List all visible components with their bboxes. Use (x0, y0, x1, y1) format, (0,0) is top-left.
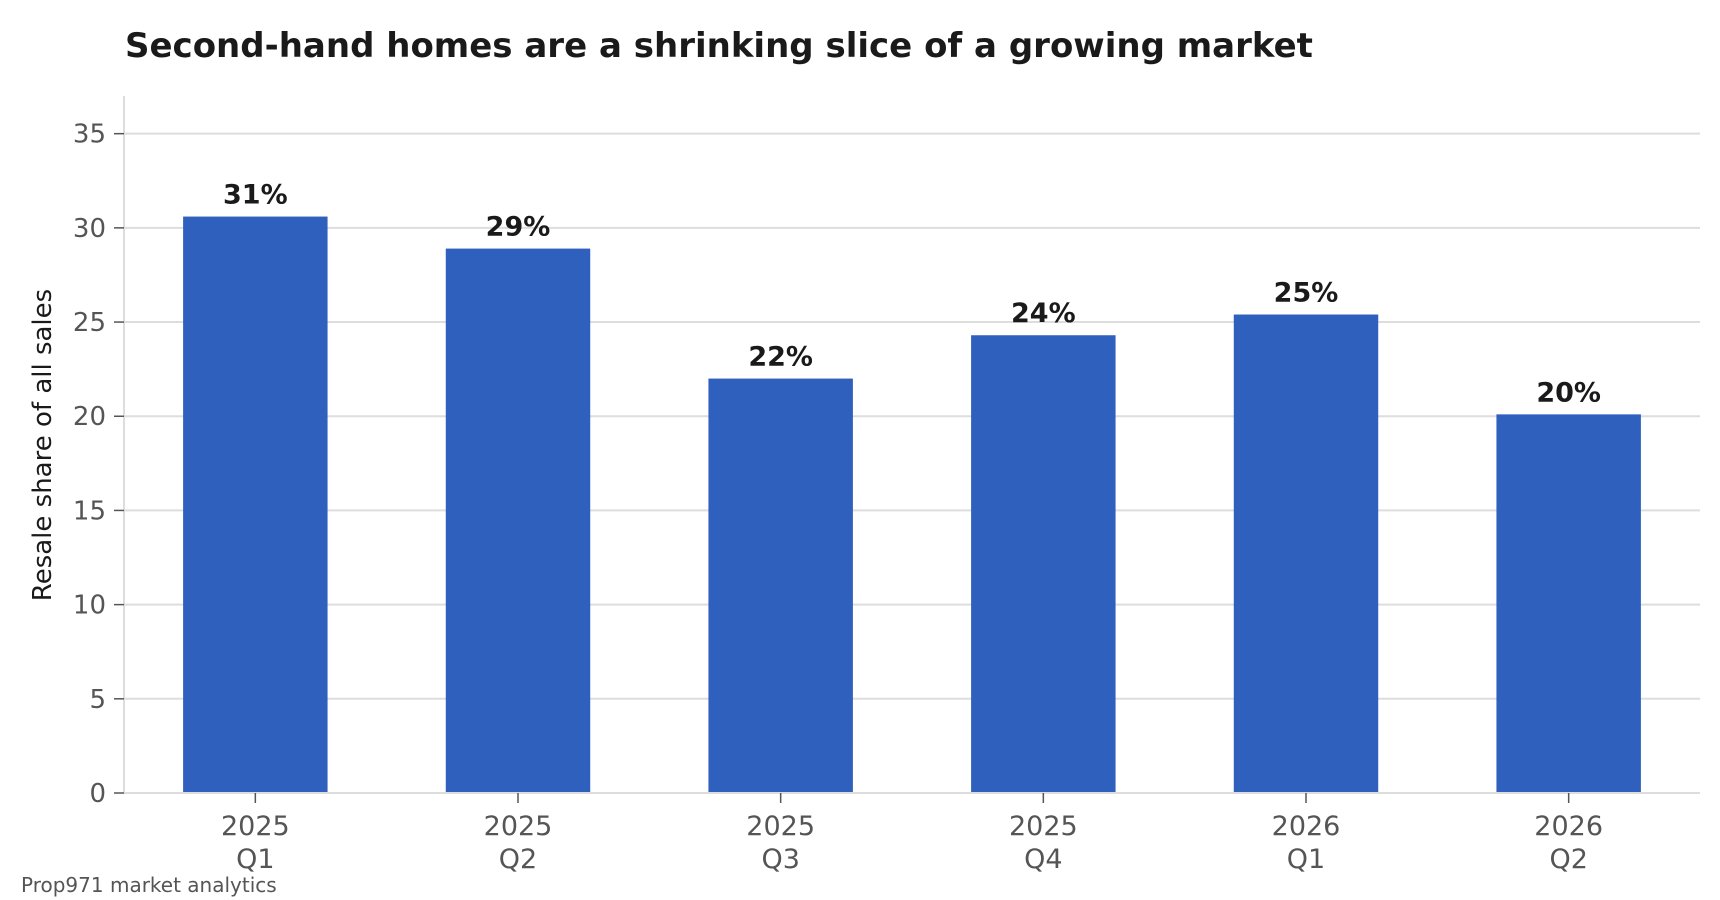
bar (708, 378, 853, 793)
gridlines (124, 132, 1700, 700)
bar (1496, 414, 1641, 793)
y-axis-label: Resale share of all sales (28, 289, 58, 601)
data-label: 24% (1011, 298, 1076, 329)
x-tick-label: 2026 Q2 (1534, 811, 1603, 875)
data-label: 25% (1274, 278, 1339, 309)
source-note: Prop971 market analytics (21, 873, 277, 897)
bar (971, 335, 1116, 793)
x-ticks: 2025 Q1 2025 Q2 2025 Q3 2025 Q4 2026 Q1 2026 Q2 (221, 793, 1603, 875)
x-tick-label: 2026 Q1 (1272, 811, 1341, 875)
y-tick-label: 25 (73, 308, 106, 338)
data-label: 29% (486, 212, 551, 243)
y-ticks: 0 5 10 15 20 25 30 35 (73, 120, 124, 809)
y-tick-label: 0 (89, 779, 106, 809)
data-labels: 31% 29% 22% 24% 25% 20% (223, 180, 1601, 409)
x-tick-label: 2025 Q1 (221, 811, 290, 875)
y-tick-label: 5 (89, 685, 106, 715)
y-tick-label: 20 (73, 402, 106, 432)
y-tick-label: 15 (73, 496, 106, 526)
x-tick-label: 2025 Q3 (746, 811, 815, 875)
bar (183, 216, 328, 794)
data-label: 20% (1536, 377, 1601, 408)
axes (123, 96, 1700, 794)
bar (445, 248, 591, 793)
bars (183, 216, 1641, 794)
bar (1233, 314, 1379, 793)
y-tick-label: 30 (73, 214, 106, 244)
x-tick-label: 2025 Q4 (1009, 811, 1078, 875)
y-tick-label: 35 (73, 120, 106, 150)
x-tick-label: 2025 Q2 (484, 811, 553, 875)
data-label: 31% (223, 180, 288, 211)
y-tick-label: 10 (73, 591, 106, 621)
chart-title: Second-hand homes are a shrinking slice … (125, 26, 1313, 66)
data-label: 22% (748, 342, 813, 373)
